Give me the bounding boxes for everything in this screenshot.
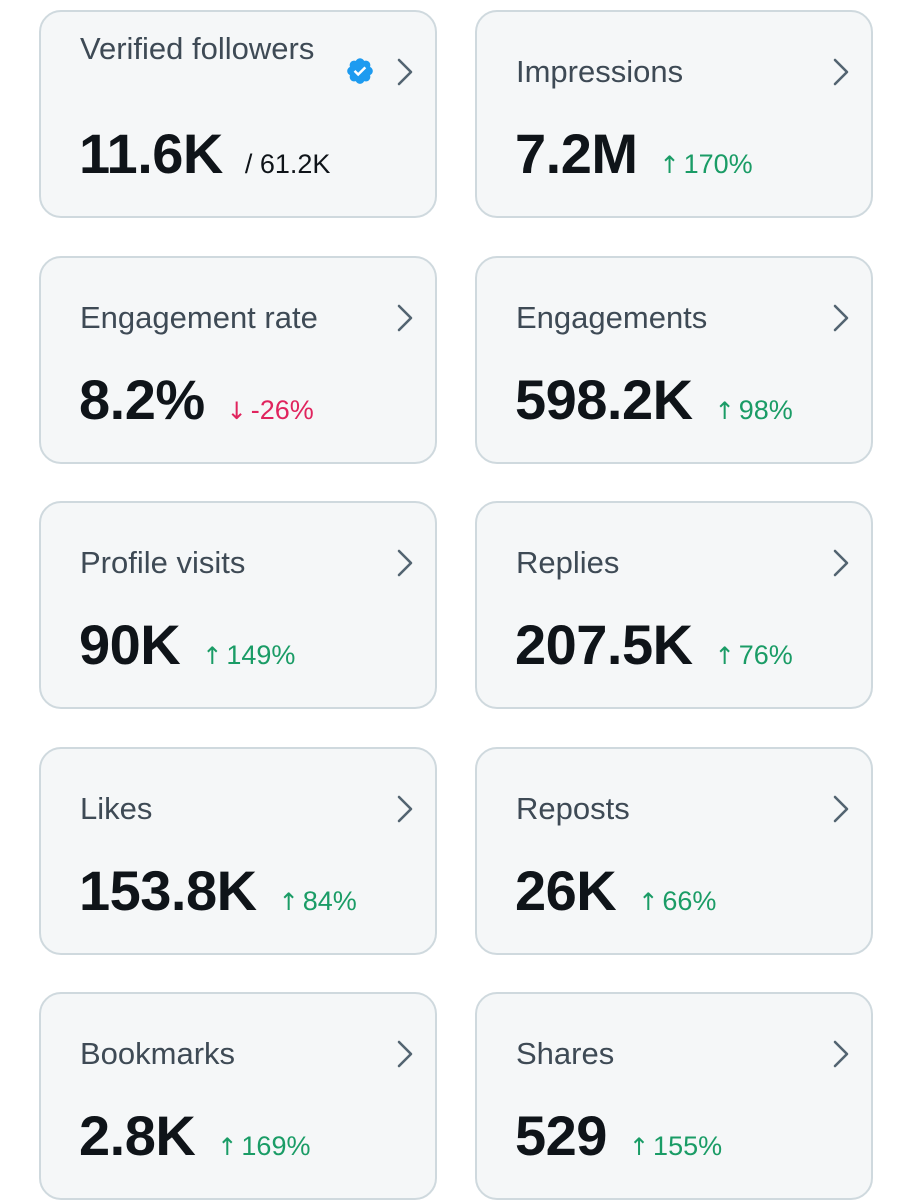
metric-value: 207.5K xyxy=(515,613,693,676)
metric-label: Engagement rate xyxy=(80,300,318,335)
chevron-right-icon xyxy=(397,1040,413,1068)
metric-change-value: 66% xyxy=(662,886,717,916)
verified-badge-icon xyxy=(347,58,373,84)
metric-label: Shares xyxy=(516,1036,615,1071)
metric-label: Impressions xyxy=(516,54,684,89)
metric-card-profile-visits[interactable]: Profile visits 90K ↑ 149% xyxy=(39,501,437,709)
arrow-up-icon: ↑ xyxy=(659,151,680,179)
metric-value: 2.8K xyxy=(79,1104,196,1167)
metric-value: 11.6K xyxy=(79,122,223,185)
metric-change-value: 84% xyxy=(302,886,357,916)
arrow-up-icon: ↑ xyxy=(202,642,223,670)
arrow-up-icon: ↑ xyxy=(217,1133,238,1161)
metric-value-row: 153.8K ↑ 84% xyxy=(79,859,357,923)
metric-card-reposts[interactable]: Reposts 26K ↑ 66% xyxy=(475,747,873,955)
metric-value: 529 xyxy=(515,1104,607,1167)
metric-value-row: 26K ↑ 66% xyxy=(515,859,716,923)
metric-card-replies[interactable]: Replies 207.5K ↑ 76% xyxy=(475,501,873,709)
metric-change: ↓ -26% xyxy=(227,395,314,426)
metric-label: Reposts xyxy=(516,791,630,826)
metric-card-likes[interactable]: Likes 153.8K ↑ 84% xyxy=(39,747,437,955)
metric-value-row: 529 ↑ 155% xyxy=(515,1104,722,1168)
metric-change-value: 155% xyxy=(653,1131,723,1161)
metric-total: / 61.2K xyxy=(244,149,331,179)
metric-value: 7.2M xyxy=(515,122,638,185)
metric-card-impressions[interactable]: Impressions 7.2M ↑ 170% xyxy=(475,10,873,218)
chevron-right-icon xyxy=(833,58,849,86)
arrow-up-icon: ↑ xyxy=(714,642,735,670)
chevron-right-icon xyxy=(397,304,413,332)
metric-value-row: 207.5K ↑ 76% xyxy=(515,613,793,677)
metric-change: ↑ 169% xyxy=(217,1131,310,1162)
chevron-right-icon xyxy=(833,549,849,577)
arrow-up-icon: ↑ xyxy=(638,888,659,916)
metric-value-row: 90K ↑ 149% xyxy=(79,613,295,677)
metric-value: 90K xyxy=(79,613,181,676)
arrow-down-icon: ↓ xyxy=(226,397,247,425)
chevron-right-icon xyxy=(397,795,413,823)
metric-change: ↑ 84% xyxy=(279,886,357,917)
arrow-up-icon: ↑ xyxy=(714,397,735,425)
metric-value-row: 8.2% ↓ -26% xyxy=(79,368,314,432)
metric-value-row: 11.6K / 61.2K xyxy=(79,122,330,186)
metric-label: Verified followers xyxy=(80,31,315,66)
metric-change-value: -26% xyxy=(250,395,314,425)
chevron-right-icon xyxy=(397,549,413,577)
metric-change-value: 169% xyxy=(241,1131,311,1161)
metric-change-value: 98% xyxy=(738,395,793,425)
metric-card-shares[interactable]: Shares 529 ↑ 155% xyxy=(475,992,873,1200)
metric-label: Likes xyxy=(80,791,153,826)
chevron-right-icon xyxy=(397,58,413,86)
arrow-up-icon: ↑ xyxy=(628,1133,650,1161)
metric-change: ↑ 98% xyxy=(715,395,793,426)
metric-change-value: 170% xyxy=(683,149,753,179)
metric-label: Engagements xyxy=(516,300,708,335)
metric-value: 8.2% xyxy=(79,368,205,431)
metric-card-verified-followers[interactable]: Verified followers 11.6K / 61.2K xyxy=(39,10,437,218)
metric-value: 26K xyxy=(515,859,617,922)
metric-value: 153.8K xyxy=(79,859,257,922)
metric-change-value: 149% xyxy=(226,640,296,670)
metric-value-row: 2.8K ↑ 169% xyxy=(79,1104,310,1168)
metric-change: ↑ 170% xyxy=(660,149,753,180)
metric-change-value: 76% xyxy=(738,640,793,670)
metric-card-engagement-rate[interactable]: Engagement rate 8.2% ↓ -26% xyxy=(39,256,437,464)
metric-label: Replies xyxy=(516,545,620,580)
metric-change: ↑ 76% xyxy=(715,640,793,671)
metric-label: Bookmarks xyxy=(80,1036,236,1071)
metric-change: ↑ 155% xyxy=(629,1131,722,1162)
arrow-up-icon: ↑ xyxy=(278,888,299,916)
chevron-right-icon xyxy=(833,795,849,823)
metric-card-bookmarks[interactable]: Bookmarks 2.8K ↑ 169% xyxy=(39,992,437,1200)
chevron-right-icon xyxy=(833,1040,849,1068)
metric-value: 598.2K xyxy=(515,368,693,431)
metric-value-row: 7.2M ↑ 170% xyxy=(515,122,753,186)
chevron-right-icon xyxy=(833,304,849,332)
metric-value-row: 598.2K ↑ 98% xyxy=(515,368,793,432)
metric-label: Profile visits xyxy=(80,545,246,580)
metric-change: ↑ 66% xyxy=(638,886,716,917)
metric-card-engagements[interactable]: Engagements 598.2K ↑ 98% xyxy=(475,256,873,464)
metric-change: ↑ 149% xyxy=(202,640,295,671)
